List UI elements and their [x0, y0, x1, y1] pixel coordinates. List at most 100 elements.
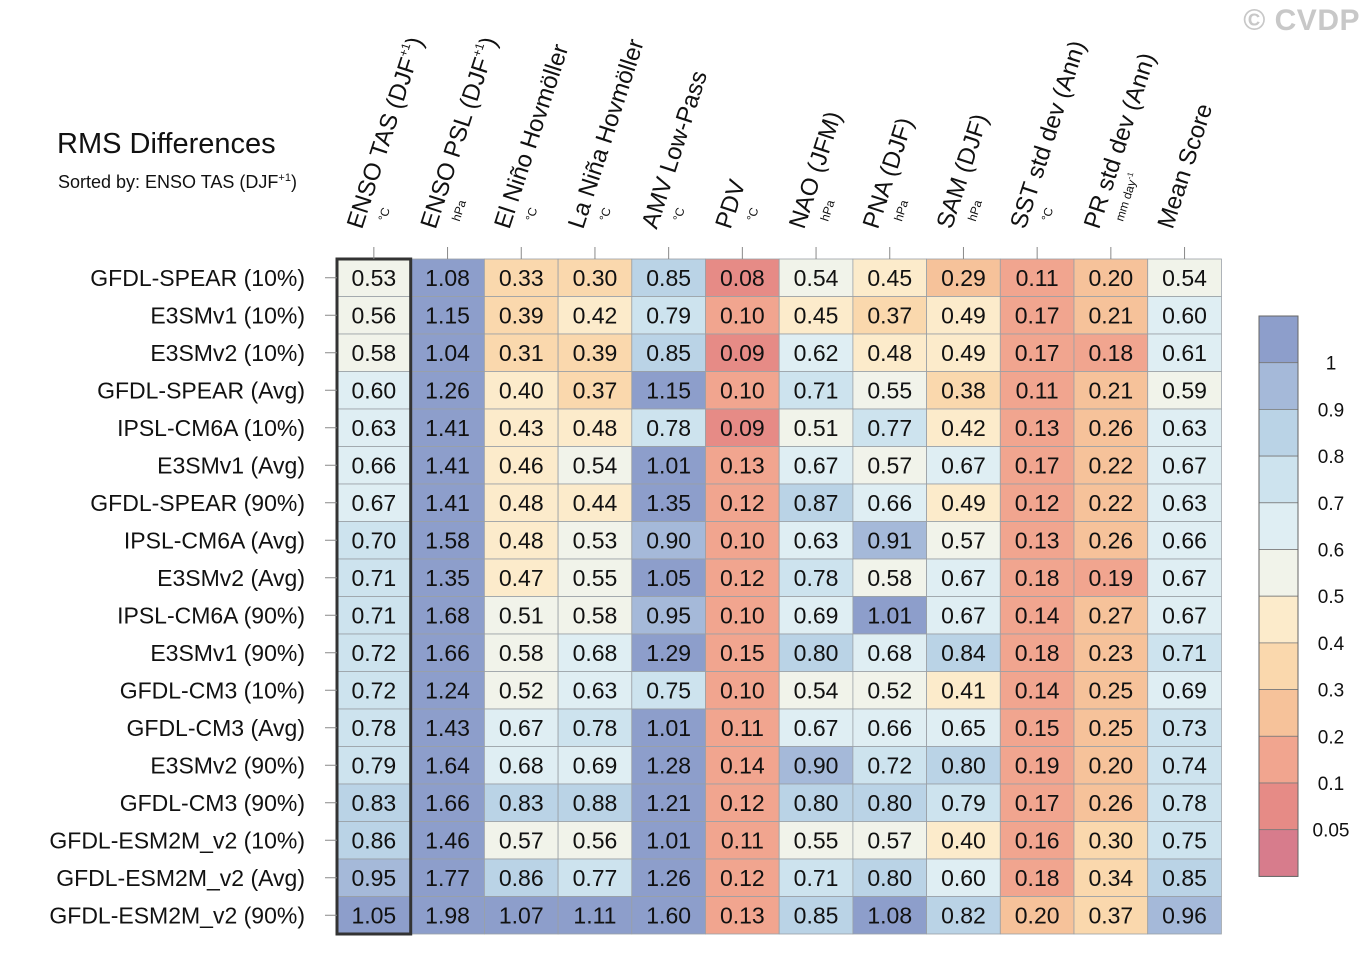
cell-value-label: 0.63 [794, 527, 839, 553]
cell-value-label: 0.30 [573, 265, 618, 291]
heatmap-cell [778, 858, 854, 897]
cell-value-label: 0.45 [867, 265, 912, 291]
cell-value-label: 0.17 [1015, 302, 1060, 328]
heatmap-cell [705, 596, 780, 635]
cell-value-label: 0.40 [499, 377, 544, 403]
heatmap-cell [778, 783, 854, 822]
cell-value-label: 0.58 [573, 602, 618, 628]
cell-value-label: 0.33 [499, 265, 544, 291]
heatmap-cell [1073, 333, 1149, 372]
heatmap-cell [410, 708, 485, 747]
cell-value-label: 0.80 [867, 790, 912, 816]
heatmap-cell [778, 483, 854, 522]
cell-value-label: 1.05 [646, 565, 691, 591]
cell-value-label: 0.17 [1015, 452, 1060, 478]
row-label: GFDL-CM3 (Avg) [127, 715, 306, 741]
cell-value-label: 0.70 [351, 527, 396, 553]
heatmap-cell [1147, 746, 1222, 785]
row-label: GFDL-SPEAR (90%) [90, 490, 305, 516]
colorbar-swatch [1258, 455, 1299, 504]
cell-value-label: 0.91 [867, 527, 912, 553]
heatmap-cell [336, 483, 412, 522]
heatmap-cell [1147, 521, 1222, 560]
cell-value-label: 0.72 [867, 752, 912, 778]
heatmap-cell [926, 483, 1001, 522]
heatmap-cell [999, 408, 1075, 447]
heatmap-cell [557, 896, 633, 935]
heatmap-cell [557, 333, 633, 372]
cell-value-label: 0.95 [646, 602, 691, 628]
heatmap-cell [852, 821, 928, 860]
heatmap-cell [705, 821, 780, 860]
cell-value-label: 0.34 [1088, 865, 1133, 891]
colorbar-swatch [1258, 829, 1299, 877]
heatmap-cell [1073, 596, 1149, 635]
heatmap-cell [631, 821, 706, 860]
cell-value-label: 0.69 [573, 752, 618, 778]
heatmap-cell [1147, 708, 1222, 747]
heatmap-cell [1147, 371, 1222, 410]
heatmap-cell [410, 596, 485, 635]
heatmap-cell [852, 633, 928, 672]
heatmap-cell [483, 671, 559, 710]
heatmap-cell [410, 783, 485, 822]
colorbar-swatch [1258, 689, 1299, 737]
heatmap-cell [852, 558, 928, 597]
cell-value-label: 0.53 [351, 265, 396, 291]
heatmap-cell [1073, 483, 1149, 522]
cell-value-label: 0.38 [941, 377, 986, 403]
heatmap-cell [410, 333, 485, 372]
heatmap-cell [336, 821, 412, 860]
cell-value-label: 0.45 [794, 302, 839, 328]
cell-value-label: 0.87 [794, 490, 839, 516]
column-label: PNA (DJF) [858, 114, 919, 231]
cell-value-label: 0.43 [499, 415, 544, 441]
cell-value-label: 1.77 [425, 865, 470, 891]
cell-value-label: 0.63 [351, 415, 396, 441]
cell-value-label: 1.66 [425, 640, 470, 666]
cell-value-label: 0.80 [867, 865, 912, 891]
row-label: IPSL-CM6A (90%) [117, 602, 305, 628]
cell-value-label: 0.67 [1162, 452, 1207, 478]
heatmap-cell [557, 783, 633, 822]
heatmap-cell [1147, 596, 1222, 635]
heatmap-cell [410, 633, 485, 672]
cell-value-label: 0.63 [573, 677, 618, 703]
cell-value-label: 0.26 [1088, 527, 1133, 553]
cell-value-label: 0.18 [1015, 565, 1060, 591]
cell-value-label: 0.15 [1015, 715, 1060, 741]
row-label: GFDL-ESM2M_v2 (90%) [49, 902, 305, 928]
cell-value-label: 0.95 [351, 865, 396, 891]
cell-value-label: 0.25 [1088, 677, 1133, 703]
subtitle-end: ) [290, 172, 297, 192]
cell-value-label: 0.11 [1016, 377, 1059, 403]
cell-value-label: 0.69 [1162, 677, 1207, 703]
heatmap-cell [705, 633, 780, 672]
heatmap-cell [1073, 296, 1149, 335]
column-unit-label: hPa [449, 198, 469, 223]
heatmap-cell [999, 896, 1075, 935]
cell-value-label: 1.46 [425, 827, 470, 853]
cell-value-label: 0.09 [720, 340, 765, 366]
cell-value-label: 0.75 [646, 677, 691, 703]
cell-value-label: 0.21 [1088, 302, 1133, 328]
column-unit-label: °C [523, 205, 541, 222]
cell-value-label: 0.60 [1162, 302, 1207, 328]
row-label: GFDL-ESM2M_v2 (Avg) [56, 865, 305, 891]
heatmap-cell [852, 408, 928, 447]
heatmap-cell [926, 408, 1001, 447]
cell-value-label: 0.42 [941, 415, 986, 441]
heatmap-cell [852, 783, 928, 822]
cell-value-label: 0.48 [499, 490, 544, 516]
colorbar-tick-label: 0.1 [1318, 774, 1344, 795]
cell-value-label: 1.98 [425, 902, 470, 928]
cell-value-label: 0.51 [794, 415, 839, 441]
column-unit-label: °C [670, 205, 688, 222]
cell-value-label: 1.08 [425, 265, 470, 291]
heatmap-cell [1073, 821, 1149, 860]
cell-value-label: 0.62 [794, 340, 839, 366]
heatmap-cell [557, 596, 633, 635]
cell-value-label: 0.74 [1162, 752, 1207, 778]
column-label: NAO (JFM) [784, 108, 847, 232]
cell-value-label: 0.58 [867, 565, 912, 591]
